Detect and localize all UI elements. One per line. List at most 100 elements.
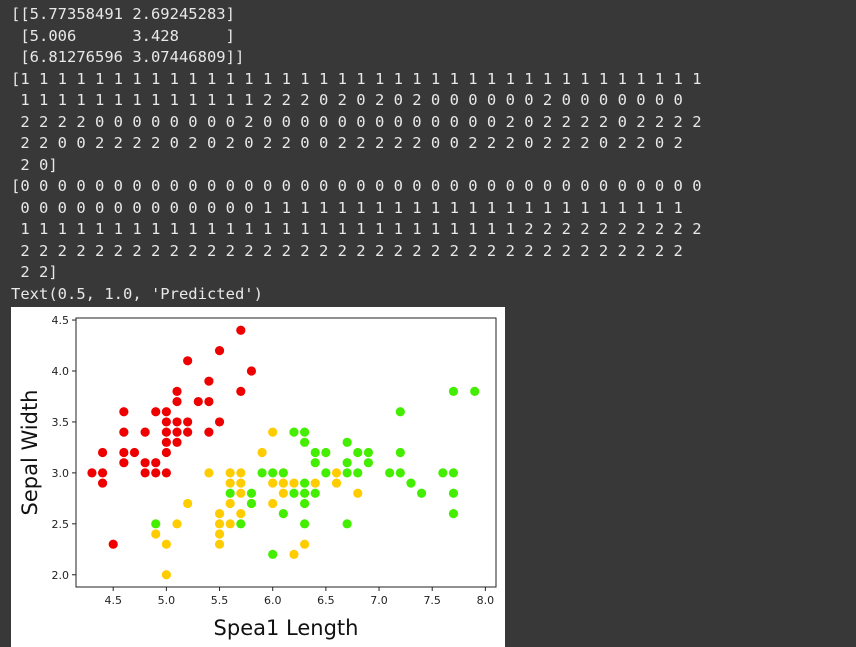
output-line: 2 2] bbox=[11, 263, 58, 281]
data-point-red bbox=[161, 437, 171, 447]
data-point-green bbox=[289, 427, 299, 437]
output-line: 2 2 2 2 0 0 0 0 0 0 0 0 2 0 0 0 0 0 0 0 … bbox=[11, 112, 702, 131]
x-tick-label: 6.0 bbox=[264, 594, 282, 607]
scatter-plot: 4.5 5.0 5.5 6.0 6.5 7.0 7.5 8.0 2.0 2.5 3.0 3.5 4.0 4… bbox=[11, 307, 505, 647]
data-point-red bbox=[204, 376, 214, 386]
data-point-green bbox=[448, 509, 459, 519]
data-point-green bbox=[300, 427, 310, 437]
x-tick-label: 5.5 bbox=[211, 594, 229, 607]
data-point-orange bbox=[183, 498, 193, 509]
data-point-red bbox=[140, 458, 150, 468]
data-point-green bbox=[246, 498, 257, 509]
data-point-green bbox=[300, 488, 310, 498]
data-point-green bbox=[151, 519, 161, 529]
data-point-red bbox=[161, 427, 171, 437]
data-point-green bbox=[395, 468, 405, 478]
data-point-green bbox=[268, 549, 278, 559]
data-point-red bbox=[97, 447, 108, 458]
data-point-orange bbox=[353, 488, 363, 498]
data-point-orange bbox=[172, 519, 182, 529]
x-tick-label: 6.5 bbox=[317, 594, 335, 607]
data-point-green bbox=[300, 519, 310, 529]
output-line: [1 1 1 1 1 1 1 1 1 1 1 1 1 1 1 1 1 1 1 1… bbox=[11, 69, 702, 88]
data-point-orange bbox=[289, 549, 299, 559]
data-point-green bbox=[448, 468, 459, 478]
output-line: 2 2 2 2 2 2 2 2 2 2 2 2 2 2 2 2 2 2 2 2 … bbox=[11, 241, 683, 260]
data-point-red bbox=[161, 407, 171, 417]
data-point-green bbox=[406, 478, 416, 488]
data-point-green bbox=[395, 407, 405, 417]
data-point-orange bbox=[310, 478, 320, 488]
output-line: Text(0.5, 1.0, 'Predicted') bbox=[11, 284, 263, 303]
scatter-plot-svg: 4.5 5.0 5.5 6.0 6.5 7.0 7.5 8.0 2.0 2.5 3.0 3.5 4.0 4… bbox=[18, 314, 497, 640]
data-point-red bbox=[214, 346, 225, 356]
x-tick-label: 7.5 bbox=[423, 594, 441, 607]
data-point-green bbox=[342, 519, 352, 529]
data-point-orange bbox=[300, 539, 310, 549]
data-point-red bbox=[97, 468, 108, 478]
data-point-red bbox=[246, 366, 257, 376]
output-line: [[5.77358491 2.69245283] bbox=[11, 5, 235, 23]
data-point-orange bbox=[278, 478, 288, 488]
x-tick-label: 4.5 bbox=[104, 594, 122, 607]
data-point-red bbox=[119, 447, 129, 458]
x-tick-label: 5.0 bbox=[158, 594, 176, 607]
data-point-orange bbox=[204, 468, 214, 478]
data-point-red bbox=[140, 427, 150, 437]
data-point-orange bbox=[331, 478, 342, 488]
data-point-orange bbox=[268, 427, 278, 437]
x-tick-label: 7.0 bbox=[370, 594, 388, 607]
output-line: 1 1 1 1 1 1 1 1 1 1 1 1 1 2 2 2 0 2 0 2 … bbox=[11, 91, 683, 109]
data-point-orange bbox=[257, 447, 267, 458]
y-tick-label: 2.5 bbox=[52, 518, 70, 531]
data-point-green bbox=[246, 488, 257, 498]
data-point-green bbox=[310, 458, 320, 468]
data-point-red bbox=[151, 407, 161, 417]
data-point-red bbox=[108, 539, 118, 549]
data-point-orange bbox=[151, 529, 161, 539]
data-point-green bbox=[310, 488, 320, 498]
data-point-red bbox=[140, 468, 150, 478]
data-point-green bbox=[300, 478, 310, 488]
data-point-green bbox=[300, 437, 310, 447]
data-point-red bbox=[193, 396, 203, 407]
y-tick-label: 2.0 bbox=[52, 569, 70, 582]
data-point-orange bbox=[236, 509, 246, 519]
data-point-red bbox=[183, 417, 193, 427]
data-point-red bbox=[172, 437, 182, 447]
data-point-red bbox=[204, 427, 214, 437]
data-point-green bbox=[300, 498, 310, 509]
output-line: [5.006 3.428 ] bbox=[11, 26, 235, 45]
data-points bbox=[87, 325, 480, 580]
data-point-red bbox=[151, 468, 161, 478]
data-point-green bbox=[353, 447, 363, 458]
data-point-orange bbox=[236, 488, 246, 498]
data-point-green bbox=[342, 458, 352, 468]
data-point-red bbox=[183, 356, 193, 366]
data-point-green bbox=[236, 519, 246, 529]
output-line: 1 1 1 1 1 1 1 1 1 1 1 1 1 1 1 1 1 1 1 1 … bbox=[11, 220, 702, 238]
data-point-red bbox=[172, 386, 182, 396]
data-point-orange bbox=[214, 539, 225, 549]
data-point-red bbox=[119, 458, 129, 468]
y-tick-label: 4.5 bbox=[52, 314, 70, 327]
data-point-green bbox=[289, 488, 299, 498]
output-line: 0 0 0 0 0 0 0 0 0 0 0 0 0 1 1 1 1 1 1 1 … bbox=[11, 198, 683, 217]
data-point-red bbox=[236, 386, 246, 396]
data-point-green bbox=[342, 437, 352, 447]
data-point-red bbox=[172, 396, 182, 407]
data-point-orange bbox=[225, 478, 235, 488]
data-point-orange bbox=[214, 509, 225, 519]
output-line: 2 0] bbox=[11, 155, 58, 174]
output-line: [0 0 0 0 0 0 0 0 0 0 0 0 0 0 0 0 0 0 0 0… bbox=[11, 177, 702, 195]
data-point-orange bbox=[331, 468, 342, 478]
data-point-orange bbox=[214, 529, 225, 539]
data-point-green bbox=[448, 488, 459, 498]
plot-frame bbox=[75, 317, 497, 588]
data-point-orange bbox=[268, 478, 278, 488]
data-point-green bbox=[416, 488, 427, 498]
data-point-green bbox=[353, 468, 363, 478]
data-point-red bbox=[151, 458, 161, 468]
data-point-red bbox=[97, 478, 108, 488]
data-point-orange bbox=[161, 539, 171, 549]
